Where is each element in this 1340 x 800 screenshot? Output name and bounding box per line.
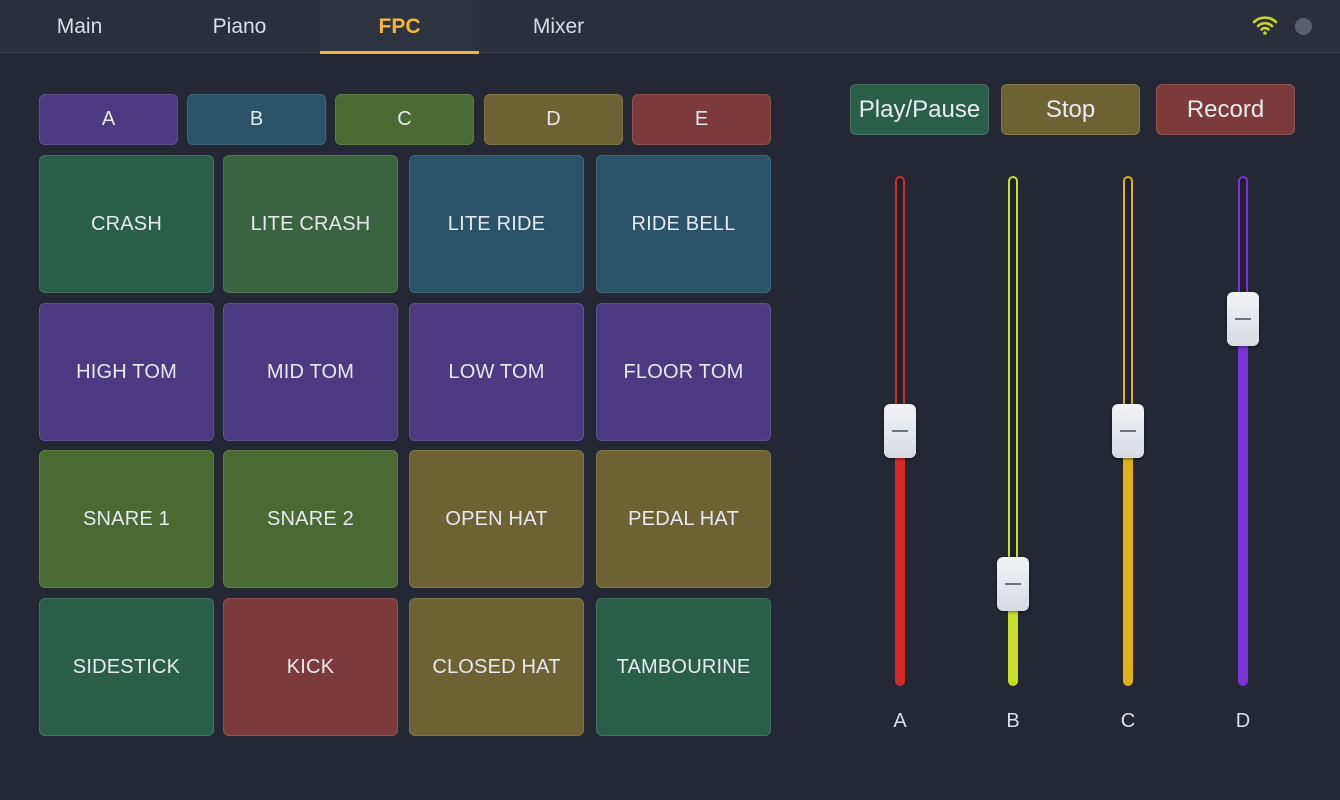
fader-a-label: A bbox=[893, 710, 907, 732]
pad-kick[interactable]: KICK bbox=[223, 598, 398, 736]
pad-sidestick[interactable]: SIDESTICK bbox=[39, 598, 214, 736]
pad-pedal-hat[interactable]: PEDAL HAT bbox=[596, 450, 771, 588]
tab-piano[interactable]: Piano bbox=[212, 14, 267, 38]
record-button[interactable]: Record bbox=[1156, 84, 1295, 135]
bank-e-button[interactable]: E bbox=[632, 94, 771, 145]
bank-d-button[interactable]: D bbox=[484, 94, 623, 145]
stop-button[interactable]: Stop bbox=[1001, 84, 1140, 135]
pad-high-tom[interactable]: HIGH TOM bbox=[39, 303, 214, 441]
fader-b-handle[interactable] bbox=[997, 557, 1029, 611]
fader-b-track[interactable] bbox=[1008, 176, 1018, 686]
connection-status-indicator bbox=[1295, 18, 1312, 35]
wifi-icon bbox=[1252, 16, 1278, 35]
fader-c-level bbox=[1125, 431, 1131, 684]
pad-closed-hat[interactable]: CLOSED HAT bbox=[409, 598, 584, 736]
fader-d-label: D bbox=[1235, 710, 1251, 732]
fader-a-handle[interactable] bbox=[884, 404, 916, 458]
pad-lite-crash[interactable]: LITE CRASH bbox=[223, 155, 398, 293]
play-pause-button[interactable]: Play/Pause bbox=[850, 84, 989, 135]
fader-d-level bbox=[1240, 320, 1246, 684]
tab-mixer[interactable]: Mixer bbox=[532, 14, 585, 38]
top-tab-bar: Main Piano FPC Mixer bbox=[0, 0, 1340, 54]
fader-b-level bbox=[1010, 583, 1016, 684]
pad-tambourine[interactable]: TAMBOURINE bbox=[596, 598, 771, 736]
pad-mid-tom[interactable]: MID TOM bbox=[223, 303, 398, 441]
fader-a-level bbox=[897, 431, 903, 684]
pad-snare-2[interactable]: SNARE 2 bbox=[223, 450, 398, 588]
pad-ride-bell[interactable]: RIDE BELL bbox=[596, 155, 771, 293]
pad-open-hat[interactable]: OPEN HAT bbox=[409, 450, 584, 588]
bank-c-button[interactable]: C bbox=[335, 94, 474, 145]
pad-lite-ride[interactable]: LITE RIDE bbox=[409, 155, 584, 293]
bank-b-button[interactable]: B bbox=[187, 94, 326, 145]
fader-d-handle[interactable] bbox=[1227, 292, 1259, 346]
pad-crash[interactable]: CRASH bbox=[39, 155, 214, 293]
pad-low-tom[interactable]: LOW TOM bbox=[409, 303, 584, 441]
fader-d-track[interactable] bbox=[1238, 176, 1248, 686]
tab-main[interactable]: Main bbox=[56, 14, 103, 38]
fader-c-handle[interactable] bbox=[1112, 404, 1144, 458]
fader-c-label: C bbox=[1120, 710, 1136, 732]
fader-b-label: B bbox=[1006, 710, 1020, 732]
pad-snare-1[interactable]: SNARE 1 bbox=[39, 450, 214, 588]
bank-a-button[interactable]: A bbox=[39, 94, 178, 145]
tab-fpc[interactable]: FPC bbox=[320, 0, 479, 54]
pad-floor-tom[interactable]: FLOOR TOM bbox=[596, 303, 771, 441]
